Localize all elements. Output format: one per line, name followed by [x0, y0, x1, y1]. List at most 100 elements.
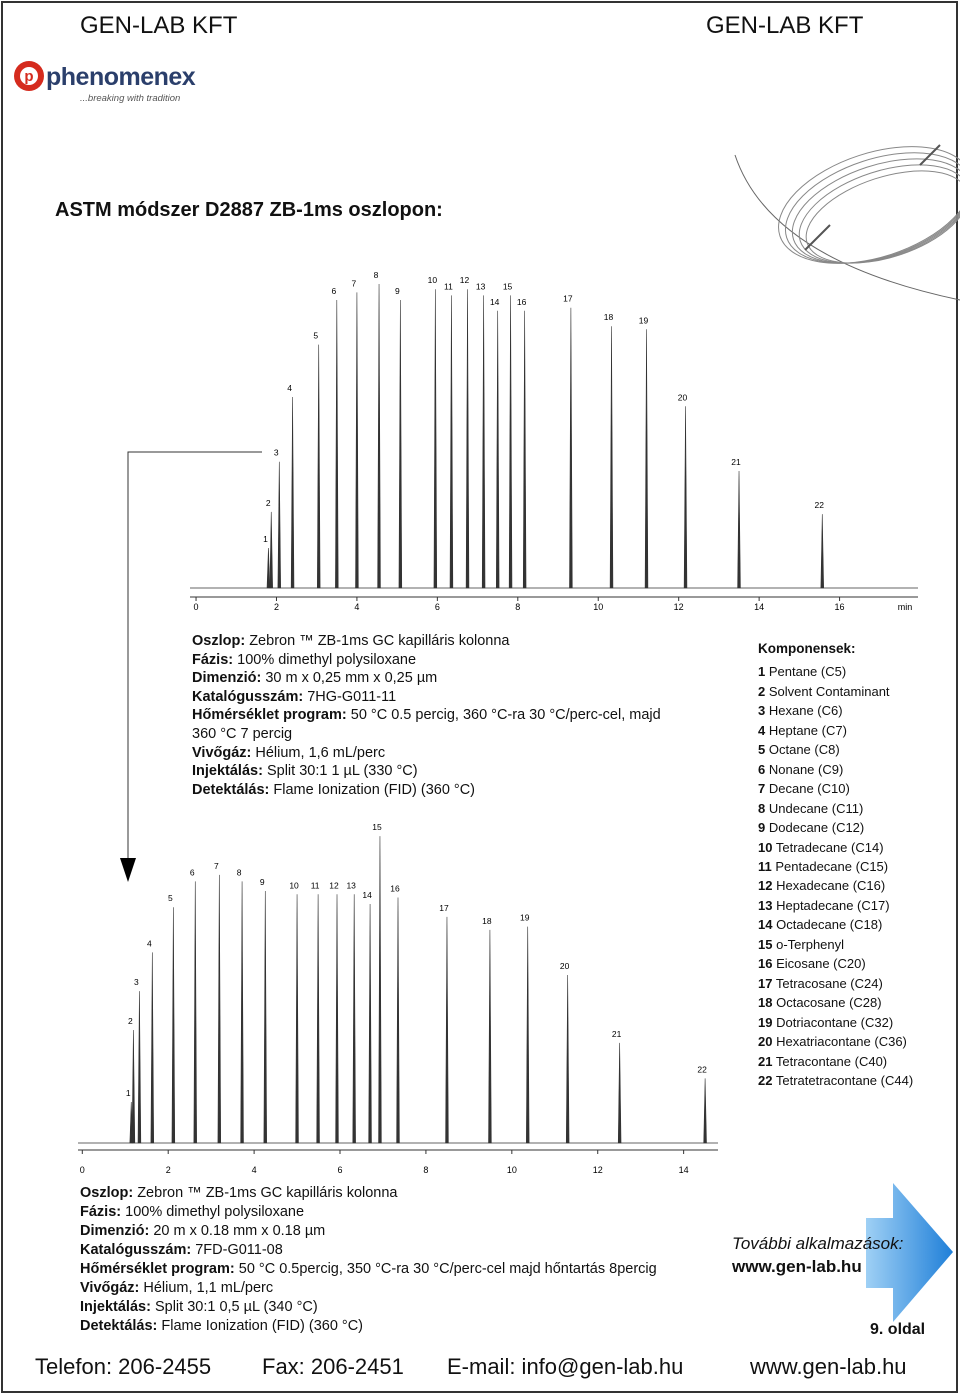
peak-label: 19: [639, 315, 649, 325]
peak-label: 11: [311, 880, 320, 890]
condition-value: Zebron ™ ZB-1ms GC kapilláris kolonna: [137, 1185, 398, 1201]
peak-label: 4: [287, 383, 292, 393]
component-row: 22 Tetratetracontane (C44): [758, 1071, 913, 1090]
condition-row: Vivőgáz: Hélium, 1,6 mL/perc: [192, 744, 692, 763]
condition-row: Katalógusszám: 7HG-G011-11: [192, 688, 692, 707]
condition-label: Hőmérséklet program:: [192, 707, 347, 724]
peak-label: 6: [331, 286, 336, 296]
pointer-arrow: [120, 451, 262, 882]
peak-label: 7: [352, 278, 357, 288]
peak-label: 5: [168, 893, 173, 903]
component-row: 8 Undecane (C11): [758, 799, 913, 818]
component-row: 20 Hexatriacontane (C36): [758, 1032, 913, 1051]
peak: [703, 1078, 707, 1144]
component-number: 22: [758, 1072, 773, 1088]
component-row: 17 Tetracosane (C24): [758, 974, 913, 993]
peak-label: 10: [428, 275, 438, 285]
x-unit: min: [898, 602, 913, 612]
peak: [335, 300, 339, 589]
components-title: Komponensek:: [758, 641, 856, 656]
condition-value: 7FD-G011-08: [195, 1242, 283, 1258]
blue-arrow: [866, 1183, 953, 1322]
condition-value: 100% dimethyl polysiloxane: [125, 1204, 305, 1220]
peak-label: 17: [439, 903, 449, 913]
footer-email[interactable]: E-mail: info@gen-lab.hu: [447, 1354, 684, 1379]
component-name: Octadecane (C18): [776, 917, 883, 933]
component-name: Hexadecane (C16): [776, 878, 886, 894]
peak: [377, 284, 381, 589]
page-number: 9. oldal: [870, 1321, 926, 1338]
component-number: 4: [758, 722, 766, 738]
peak-label: 16: [390, 884, 400, 894]
title: ASTM módszer D2887 ZB-1ms oszlopon:: [55, 199, 443, 221]
peak-label: 14: [362, 890, 372, 900]
x-tick-label: 8: [423, 1165, 428, 1175]
component-row: 3 Hexane (C6): [758, 701, 913, 720]
header-right: GEN-LAB KFT: [706, 12, 864, 39]
component-name: Decane (C10): [768, 781, 850, 797]
peak: [171, 907, 176, 1144]
peak: [433, 289, 438, 589]
peak-label: 18: [604, 312, 614, 322]
x-tick-label: 2: [274, 602, 279, 612]
x-tick-label: 4: [252, 1165, 257, 1175]
peak: [316, 894, 320, 1144]
peak-label: 12: [460, 275, 470, 285]
peak-label: 9: [395, 286, 400, 296]
condition-row: Vivőgáz: Hélium, 1,1 mL/perc: [80, 1279, 657, 1298]
condition-row: Fázis: 100% dimethyl polysiloxane: [80, 1203, 657, 1222]
component-name: o-Terphenyl: [776, 936, 845, 952]
x-tick-label: 12: [593, 1165, 603, 1175]
peak: [266, 547, 271, 589]
component-row: 14 Octadecane (C18): [758, 915, 913, 934]
peak: [317, 344, 321, 589]
condition-value: 20 m x 0.18 mm x 0.18 µm: [153, 1223, 326, 1239]
component-number: 11: [758, 858, 772, 874]
conditions-2: Oszlop: Zebron ™ ZB-1ms GC kapilláris ko…: [80, 1184, 657, 1336]
condition-label: Fázis:: [80, 1204, 122, 1220]
peak: [488, 929, 492, 1144]
component-name: Pentane (C5): [768, 664, 847, 680]
peak: [644, 329, 649, 589]
peak-label: 21: [612, 1029, 622, 1039]
component-name: Heptane (C7): [768, 722, 847, 738]
peak: [565, 975, 570, 1144]
peak: [683, 406, 688, 589]
footer-web[interactable]: www.gen-lab.hu: [750, 1354, 907, 1379]
component-number: 12: [758, 878, 773, 894]
peak: [277, 461, 281, 589]
footer-fax: Fax: 206-2451: [262, 1354, 404, 1379]
component-number: 15: [758, 936, 773, 952]
peak: [355, 292, 359, 589]
condition-label: Katalógusszám:: [80, 1242, 192, 1258]
peak-label: 17: [563, 294, 573, 304]
x-tick-label: 6: [338, 1165, 343, 1175]
more-apps-url[interactable]: www.gen-lab.hu: [732, 1257, 862, 1276]
footer-phone: Telefon: 206-2455: [35, 1354, 212, 1379]
component-name: Pentadecane (C15): [775, 858, 889, 874]
peak: [240, 881, 244, 1144]
condition-label: Oszlop:: [192, 633, 246, 649]
component-name: Hexatriacontane (C36): [776, 1034, 907, 1050]
condition-row: Fázis: 100% dimethyl polysiloxane: [192, 651, 692, 670]
condition-value: Hélium, 1,1 mL/perc: [143, 1280, 274, 1296]
conditions-1: Oszlop: Zebron ™ ZB-1ms GC kapilláris ko…: [192, 632, 692, 799]
component-name: Nonane (C9): [768, 761, 844, 777]
condition-value: Split 30:1 1 µL (330 °C): [266, 763, 418, 780]
peak-label: 4: [147, 938, 152, 948]
component-row: 13 Heptadecane (C17): [758, 896, 913, 915]
components: Komponensek: 1 Pentane (C5) 2 Solvent Con…: [758, 639, 913, 1090]
component-name: Octacosane (C28): [776, 995, 882, 1011]
component-number: 13: [758, 897, 773, 913]
peak-label: 11: [444, 281, 453, 291]
component-number: 20: [758, 1034, 773, 1050]
peak: [508, 295, 513, 589]
peak-label: 22: [815, 500, 825, 510]
component-name: Dotriacontane (C32): [776, 1014, 894, 1030]
peak: [398, 300, 403, 589]
x-tick-label: 4: [354, 602, 359, 612]
